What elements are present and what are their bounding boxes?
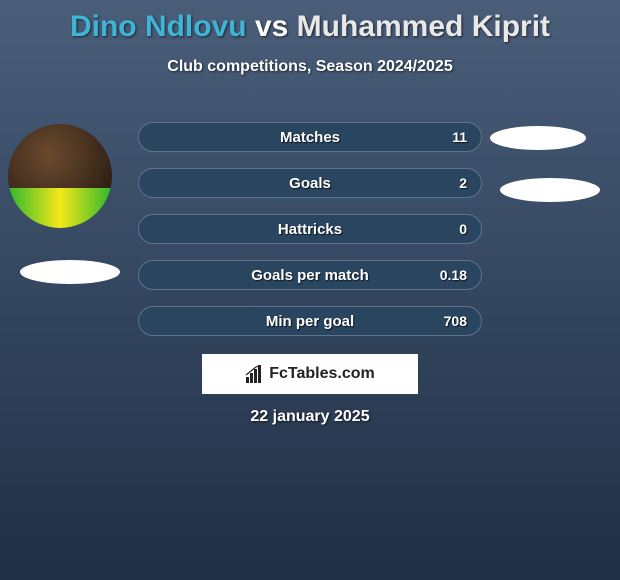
stat-value: 11 bbox=[452, 129, 467, 145]
player2-name: Muhammed Kiprit bbox=[297, 10, 550, 43]
stat-pill-gpm: Goals per match 0.18 bbox=[138, 260, 482, 290]
stat-label: Min per goal bbox=[266, 313, 354, 330]
comparison-infographic: Dino Ndlovu vs Muhammed Kiprit Club comp… bbox=[0, 0, 620, 580]
stat-row: Goals 2 bbox=[138, 168, 482, 198]
player1-stat-ellipse bbox=[20, 260, 120, 284]
player1-jersey bbox=[8, 188, 112, 228]
stat-pill-hattricks: Hattricks 0 bbox=[138, 214, 482, 244]
stat-label: Goals per match bbox=[251, 267, 369, 284]
stat-value: 0.18 bbox=[440, 267, 467, 283]
stat-pill-goals: Goals 2 bbox=[138, 168, 482, 198]
stat-value: 0 bbox=[459, 221, 467, 237]
stat-label: Hattricks bbox=[278, 221, 342, 238]
chart-icon bbox=[245, 365, 265, 383]
stat-value: 708 bbox=[444, 313, 467, 329]
stat-pill-matches: Matches 11 bbox=[138, 122, 482, 152]
stat-label: Matches bbox=[280, 129, 340, 146]
date-text: 22 january 2025 bbox=[0, 408, 620, 426]
player2-stat-ellipse-1 bbox=[490, 126, 586, 150]
player1-name: Dino Ndlovu bbox=[70, 10, 247, 43]
subtitle: Club competitions, Season 2024/2025 bbox=[0, 58, 620, 76]
player2-stat-ellipse-2 bbox=[500, 178, 600, 202]
watermark-text: FcTables.com bbox=[269, 365, 375, 383]
stat-label: Goals bbox=[289, 175, 331, 192]
page-title: Dino Ndlovu vs Muhammed Kiprit bbox=[0, 0, 620, 44]
stat-value: 2 bbox=[459, 175, 467, 191]
stat-bars: Matches 11 Goals 2 Hattricks 0 Goals per… bbox=[138, 122, 482, 352]
stat-row: Matches 11 bbox=[138, 122, 482, 152]
vs-text: vs bbox=[255, 10, 288, 43]
stat-row: Min per goal 708 bbox=[138, 306, 482, 336]
watermark: FcTables.com bbox=[202, 354, 418, 394]
stat-row: Goals per match 0.18 bbox=[138, 260, 482, 290]
stat-pill-mpg: Min per goal 708 bbox=[138, 306, 482, 336]
stat-row: Hattricks 0 bbox=[138, 214, 482, 244]
player1-avatar bbox=[8, 124, 112, 228]
